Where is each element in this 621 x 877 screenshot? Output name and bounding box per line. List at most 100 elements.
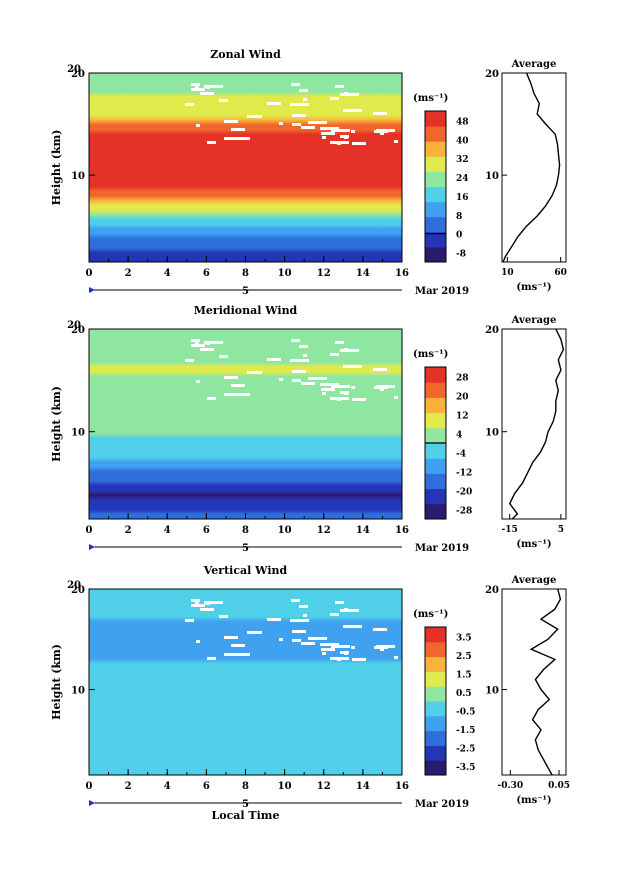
colorbar-swatch <box>425 231 446 248</box>
missing-data <box>331 645 350 648</box>
y-tick-label: 10 <box>71 428 85 439</box>
x-tick-label: 16 <box>395 268 409 279</box>
missing-data <box>301 382 315 385</box>
average-x-label: (ms⁻¹) <box>516 539 551 550</box>
missing-data <box>191 599 200 602</box>
x-tick-label: 6 <box>203 268 210 279</box>
colorbar-tick-label: -8 <box>456 250 466 260</box>
colorbar-swatch <box>425 671 446 687</box>
heatmap-field <box>89 329 402 519</box>
average-profile-line <box>529 588 562 776</box>
missing-data <box>299 345 308 348</box>
missing-data <box>344 392 348 395</box>
x-tick-label: 2 <box>125 268 132 279</box>
missing-data <box>343 365 362 368</box>
colorbar-swatch <box>425 111 446 127</box>
missing-data <box>219 99 228 102</box>
average-x-tick-label: -0.30 <box>498 781 524 791</box>
missing-data <box>207 397 216 400</box>
missing-data <box>344 652 348 655</box>
colorbar-tick-label: 8 <box>456 212 462 222</box>
x-tick-label: 0 <box>86 525 93 536</box>
missing-data <box>351 386 355 389</box>
x-tick-label: 10 <box>278 525 292 536</box>
missing-data <box>321 648 335 651</box>
missing-data <box>394 140 398 143</box>
missing-data <box>185 103 194 106</box>
y-tick-label: 10 <box>71 171 85 182</box>
date-arrow-icon <box>89 544 95 550</box>
missing-data <box>376 645 395 648</box>
x-tick-label: 6 <box>203 781 210 792</box>
x-tick-label: 4 <box>164 781 171 792</box>
missing-data <box>267 358 281 361</box>
colorbar-tick-label: 28 <box>456 374 469 384</box>
heatmap-field <box>89 73 402 262</box>
missing-data <box>330 97 339 100</box>
y-tick-label: 10 <box>71 686 85 697</box>
colorbar-tick-label: 0.5 <box>456 689 472 699</box>
missing-data <box>320 383 339 386</box>
colorbar-tick-label: 3.5 <box>456 633 472 643</box>
missing-data <box>191 344 205 347</box>
missing-data <box>191 604 205 607</box>
missing-data <box>380 648 384 651</box>
colorbar-swatch <box>425 473 446 490</box>
colorbar-tick-label: -12 <box>456 469 472 479</box>
x-tick-label: 16 <box>395 525 409 536</box>
average-x-label: (ms⁻¹) <box>516 282 551 293</box>
missing-data <box>321 132 335 135</box>
average-y-tick-label: 20 <box>485 585 499 596</box>
missing-data <box>344 92 348 95</box>
y-axis-label: Height (km) <box>50 644 63 720</box>
y-top-label: 20 <box>67 320 81 331</box>
missing-data <box>376 129 395 132</box>
date-label: Mar 2019 <box>415 543 469 554</box>
x-tick-label: 0 <box>86 268 93 279</box>
missing-data <box>301 126 315 129</box>
missing-data <box>247 631 256 634</box>
average-frame <box>501 72 567 263</box>
colorbar-tick-label: -0.5 <box>456 707 475 717</box>
missing-data <box>320 127 339 130</box>
missing-data <box>292 114 306 117</box>
missing-data <box>335 341 344 344</box>
x-tick-label: 8 <box>242 268 249 279</box>
missing-data <box>344 136 348 139</box>
missing-data <box>253 631 262 634</box>
missing-data <box>185 359 194 362</box>
colorbar-tick-label: 32 <box>456 155 469 165</box>
average-profile-line <box>502 72 561 263</box>
average-title: Average <box>511 315 557 326</box>
missing-data <box>253 115 262 118</box>
colorbar-swatch <box>425 246 446 263</box>
missing-data <box>376 385 395 388</box>
missing-data <box>200 348 214 351</box>
colorbar-tick-label: -2.5 <box>456 744 475 754</box>
x-tick-label: 12 <box>317 781 331 792</box>
missing-data <box>279 378 283 381</box>
missing-data <box>290 359 309 362</box>
colorbar-swatch <box>425 186 446 203</box>
colorbar-swatch <box>425 171 446 187</box>
x-tick-label: 4 <box>164 525 171 536</box>
colorbar-tick-label: -1.5 <box>456 726 475 736</box>
missing-data <box>344 348 348 351</box>
y-axis-label: Height (km) <box>50 130 63 206</box>
missing-data <box>331 129 350 132</box>
colorbar-tick-label: -20 <box>456 488 472 498</box>
average-x-tick-label: 5 <box>558 525 564 535</box>
average-frame <box>501 328 567 520</box>
missing-data <box>330 141 349 144</box>
missing-data <box>191 88 205 91</box>
date-arrow-icon <box>89 287 95 293</box>
colorbar-swatch <box>425 641 446 658</box>
missing-data <box>207 657 216 660</box>
missing-data <box>343 625 362 628</box>
missing-data <box>185 619 194 622</box>
missing-data <box>394 396 398 399</box>
colorbar-tick-label: 16 <box>456 193 469 203</box>
missing-data <box>279 638 283 641</box>
missing-data <box>291 83 300 86</box>
